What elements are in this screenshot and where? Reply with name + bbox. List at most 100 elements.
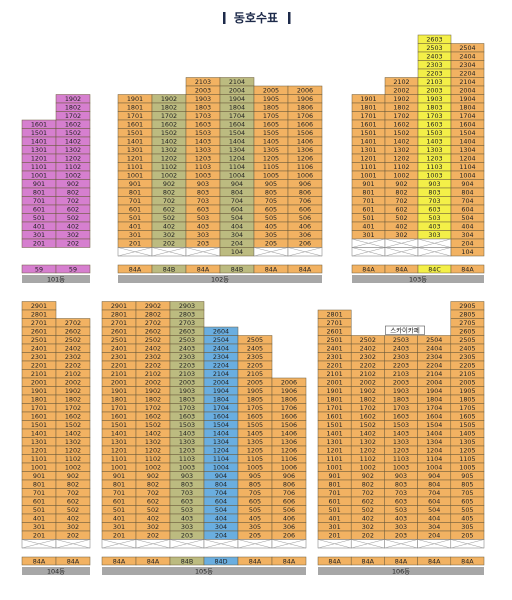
unit-number: 2105 — [247, 370, 263, 378]
unit-number: 1501 — [360, 129, 376, 137]
unit-number: 702 — [67, 489, 79, 497]
unit-number: 2403 — [393, 345, 409, 353]
unit-number: 1105 — [459, 455, 475, 463]
title-bar-right — [288, 12, 291, 24]
unit-number: 2003 — [393, 379, 409, 387]
unit-number: 601 — [129, 206, 141, 214]
unit-number: 1605 — [459, 413, 475, 421]
unit-number: 2303 — [179, 353, 195, 361]
unit-number: 2801 — [111, 311, 127, 319]
unit-number: 1204 — [229, 155, 245, 163]
unit-number: 1004 — [426, 464, 442, 472]
empty-cross — [185, 247, 221, 257]
unit-number: 1602 — [360, 413, 376, 421]
unit-number: 1203 — [179, 447, 195, 455]
unit-number: 2005 — [263, 87, 279, 95]
unit-number: 1302 — [360, 438, 376, 446]
unit-number: 803 — [395, 481, 407, 489]
unit-number: 2504 — [459, 44, 475, 52]
unit-number: 2103 — [393, 370, 409, 378]
type-label: 84A — [362, 265, 375, 273]
unit-number: 802 — [67, 189, 79, 197]
unit-number: 2405 — [459, 345, 475, 353]
unit-number: 301 — [33, 231, 45, 239]
unit-number: 1103 — [426, 163, 442, 171]
unit-number: 402 — [362, 515, 374, 523]
unit-number: 2105 — [459, 370, 475, 378]
unit-number: 1301 — [326, 438, 342, 446]
unit-number: 205 — [249, 532, 261, 540]
unit-number: 1703 — [195, 112, 211, 120]
unit-number: 1002 — [161, 172, 177, 180]
unit-number: 2404 — [426, 345, 442, 353]
unit-number: 701 — [328, 489, 340, 497]
unit-number: 1502 — [65, 421, 81, 429]
unit-number: 702 — [163, 197, 175, 205]
empty-cross — [117, 247, 153, 257]
unit-number: 606 — [299, 206, 311, 214]
unit-number: 1405 — [263, 138, 279, 146]
unit-number: 805 — [249, 481, 261, 489]
unit-number: 1506 — [281, 421, 297, 429]
unit-number: 2301 — [111, 353, 127, 361]
unit-number: 902 — [362, 472, 374, 480]
unit-number: 1101 — [326, 455, 342, 463]
unit-number: 2501 — [31, 336, 47, 344]
unit-number: 2803 — [179, 311, 195, 319]
unit-number: 2901 — [111, 302, 127, 310]
unit-cell — [55, 238, 91, 248]
unit-number: 1305 — [247, 438, 263, 446]
unit-number: 704 — [215, 489, 227, 497]
unit-number: 1304 — [426, 438, 442, 446]
unit-number: 601 — [113, 498, 125, 506]
unit-number: 802 — [67, 481, 79, 489]
unit-number: 306 — [283, 523, 295, 531]
unit-number: 901 — [328, 472, 340, 480]
unit-number: 503 — [395, 506, 407, 514]
empty-cross — [237, 539, 273, 549]
type-label: 84B — [231, 265, 244, 273]
building-bar — [22, 567, 90, 575]
type-label: 84A — [283, 557, 296, 565]
building-bar — [318, 567, 484, 575]
unit-number: 2805 — [459, 311, 475, 319]
unit-number: 502 — [395, 214, 407, 222]
unit-number: 2701 — [31, 319, 47, 327]
unit-number: 2003 — [426, 87, 442, 95]
unit-number: 605 — [461, 498, 473, 506]
unit-number: 2205 — [459, 362, 475, 370]
unit-number: 2005 — [247, 379, 263, 387]
unit-number: 1102 — [65, 455, 81, 463]
unit-number: 1203 — [426, 155, 442, 163]
unit-number: 1404 — [459, 138, 475, 146]
unit-number: 805 — [265, 189, 277, 197]
unit-number: 1805 — [263, 104, 279, 112]
unit-number: 1001 — [360, 172, 376, 180]
unit-number: 701 — [362, 197, 374, 205]
unit-number: 302 — [147, 523, 159, 531]
unit-number: 1803 — [393, 396, 409, 404]
unit-number: 204 — [428, 532, 440, 540]
unit-number: 1005 — [459, 464, 475, 472]
unit-number: 904 — [215, 472, 227, 480]
unit-number: 304 — [231, 231, 243, 239]
unit-number: 2102 — [360, 370, 376, 378]
unit-number: 502 — [147, 506, 159, 514]
type-label: 84A — [461, 265, 474, 273]
unit-number: 902 — [67, 180, 79, 188]
unit-number: 1602 — [393, 121, 409, 129]
unit-number: 304 — [215, 523, 227, 531]
unit-number: 1801 — [111, 396, 127, 404]
unit-number: 201 — [113, 532, 125, 540]
unit-number: 602 — [395, 206, 407, 214]
unit-number: 802 — [163, 189, 175, 197]
unit-number: 1502 — [393, 129, 409, 137]
unit-number: 905 — [461, 472, 473, 480]
unit-number: 204 — [215, 532, 227, 540]
unit-number: 1405 — [247, 430, 263, 438]
unit-number: 501 — [33, 214, 45, 222]
unit-number: 1402 — [65, 138, 81, 146]
unit-number: 802 — [147, 481, 159, 489]
unit-number: 2603 — [426, 36, 442, 44]
unit-number: 1301 — [127, 146, 143, 154]
